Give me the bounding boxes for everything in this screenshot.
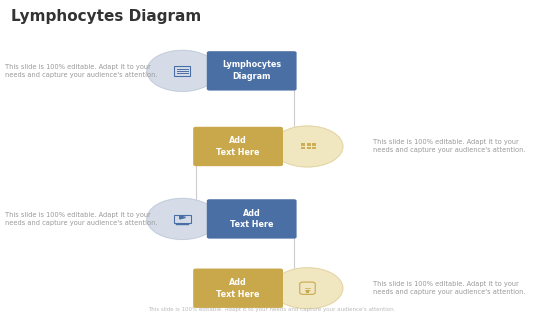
Circle shape (147, 198, 218, 239)
Polygon shape (180, 216, 185, 219)
FancyBboxPatch shape (193, 268, 283, 308)
FancyBboxPatch shape (312, 143, 316, 146)
FancyBboxPatch shape (301, 147, 305, 149)
Text: This slide is 100% editable. Adapt it to your
needs and capture your audience's : This slide is 100% editable. Adapt it to… (373, 281, 525, 295)
FancyBboxPatch shape (301, 143, 305, 146)
Circle shape (272, 126, 343, 167)
Text: This slide is 100% editable. Adapt it to your
needs and capture your audience's : This slide is 100% editable. Adapt it to… (6, 212, 158, 226)
Circle shape (272, 268, 343, 309)
FancyBboxPatch shape (193, 127, 283, 166)
Text: Add
Text Here: Add Text Here (216, 136, 260, 157)
FancyBboxPatch shape (207, 51, 297, 91)
Text: This slide is 100% editable. Adapt it to your needs and capture your audience's : This slide is 100% editable. Adapt it to… (148, 307, 396, 312)
FancyBboxPatch shape (312, 147, 316, 149)
Text: Lymphocytes Diagram: Lymphocytes Diagram (11, 9, 201, 25)
FancyBboxPatch shape (207, 199, 297, 239)
Text: Add
Text Here: Add Text Here (216, 278, 260, 299)
Text: Lymphocytes
Diagram: Lymphocytes Diagram (222, 60, 281, 81)
Text: Add
Text Here: Add Text Here (230, 209, 273, 229)
Text: This slide is 100% editable. Adapt it to your
needs and capture your audience's : This slide is 100% editable. Adapt it to… (6, 64, 158, 78)
FancyBboxPatch shape (306, 147, 311, 149)
Text: This slide is 100% editable. Adapt it to your
needs and capture your audience's : This slide is 100% editable. Adapt it to… (373, 140, 525, 153)
FancyBboxPatch shape (306, 143, 311, 146)
Circle shape (147, 50, 218, 91)
